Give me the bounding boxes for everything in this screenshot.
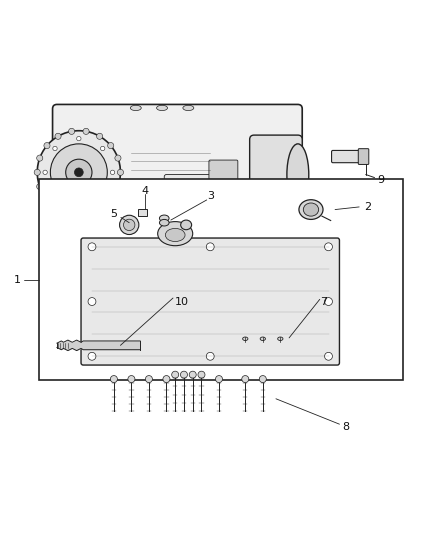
Circle shape xyxy=(37,131,120,214)
Text: 3: 3 xyxy=(207,191,214,201)
Circle shape xyxy=(100,146,105,151)
Ellipse shape xyxy=(260,337,265,341)
Circle shape xyxy=(172,371,179,378)
Text: 4: 4 xyxy=(141,186,148,196)
Circle shape xyxy=(55,205,61,212)
Circle shape xyxy=(88,243,96,251)
Circle shape xyxy=(325,352,332,360)
Text: 7: 7 xyxy=(321,297,328,308)
FancyBboxPatch shape xyxy=(81,238,339,365)
Circle shape xyxy=(110,376,117,383)
Circle shape xyxy=(77,136,81,141)
Ellipse shape xyxy=(158,222,193,246)
Circle shape xyxy=(88,352,96,360)
Circle shape xyxy=(77,204,81,208)
Text: 8: 8 xyxy=(343,422,350,432)
Circle shape xyxy=(69,210,75,216)
Circle shape xyxy=(115,183,121,190)
Circle shape xyxy=(110,170,115,174)
Circle shape xyxy=(198,371,205,378)
Circle shape xyxy=(325,297,332,305)
Circle shape xyxy=(108,142,114,149)
FancyBboxPatch shape xyxy=(250,135,302,214)
Circle shape xyxy=(88,297,96,305)
Ellipse shape xyxy=(159,220,169,226)
Circle shape xyxy=(96,133,102,139)
Circle shape xyxy=(115,155,121,161)
Circle shape xyxy=(83,128,89,134)
Circle shape xyxy=(37,183,43,190)
Circle shape xyxy=(100,194,105,198)
Circle shape xyxy=(206,243,214,251)
Circle shape xyxy=(66,159,92,185)
Circle shape xyxy=(242,376,249,383)
Circle shape xyxy=(69,128,75,134)
Circle shape xyxy=(53,194,57,198)
Circle shape xyxy=(44,142,50,149)
Circle shape xyxy=(37,155,43,161)
FancyBboxPatch shape xyxy=(332,150,367,163)
Circle shape xyxy=(128,376,135,383)
Circle shape xyxy=(259,376,266,383)
Text: 9: 9 xyxy=(378,175,385,185)
Ellipse shape xyxy=(278,337,283,341)
Circle shape xyxy=(43,170,47,174)
Bar xyxy=(39,179,403,381)
Circle shape xyxy=(145,376,152,383)
Text: 1: 1 xyxy=(14,274,21,285)
Circle shape xyxy=(163,376,170,383)
Circle shape xyxy=(74,168,83,177)
Circle shape xyxy=(180,371,187,378)
Circle shape xyxy=(53,146,57,151)
Text: 5: 5 xyxy=(110,209,117,219)
Circle shape xyxy=(124,219,135,231)
Ellipse shape xyxy=(180,220,192,230)
Circle shape xyxy=(50,144,107,201)
Circle shape xyxy=(120,215,139,235)
Ellipse shape xyxy=(303,203,318,216)
FancyBboxPatch shape xyxy=(164,174,234,201)
FancyBboxPatch shape xyxy=(60,229,290,241)
Ellipse shape xyxy=(166,229,185,241)
Ellipse shape xyxy=(159,215,169,222)
Circle shape xyxy=(325,243,332,251)
Circle shape xyxy=(206,352,214,360)
Ellipse shape xyxy=(243,337,248,341)
Circle shape xyxy=(83,210,89,216)
Circle shape xyxy=(117,169,124,175)
Circle shape xyxy=(96,205,102,212)
Ellipse shape xyxy=(157,106,167,110)
Circle shape xyxy=(55,133,61,139)
Circle shape xyxy=(108,196,114,202)
Text: 2: 2 xyxy=(364,202,371,212)
FancyBboxPatch shape xyxy=(358,149,369,165)
Circle shape xyxy=(189,371,196,378)
FancyBboxPatch shape xyxy=(209,160,238,180)
Circle shape xyxy=(44,196,50,202)
Text: 10: 10 xyxy=(175,296,189,306)
Ellipse shape xyxy=(131,106,141,110)
Ellipse shape xyxy=(299,200,323,220)
Circle shape xyxy=(76,211,81,216)
FancyBboxPatch shape xyxy=(53,104,302,245)
Bar xyxy=(138,209,147,216)
Ellipse shape xyxy=(287,144,309,205)
Circle shape xyxy=(215,376,223,383)
Circle shape xyxy=(34,169,40,175)
Ellipse shape xyxy=(183,106,194,110)
